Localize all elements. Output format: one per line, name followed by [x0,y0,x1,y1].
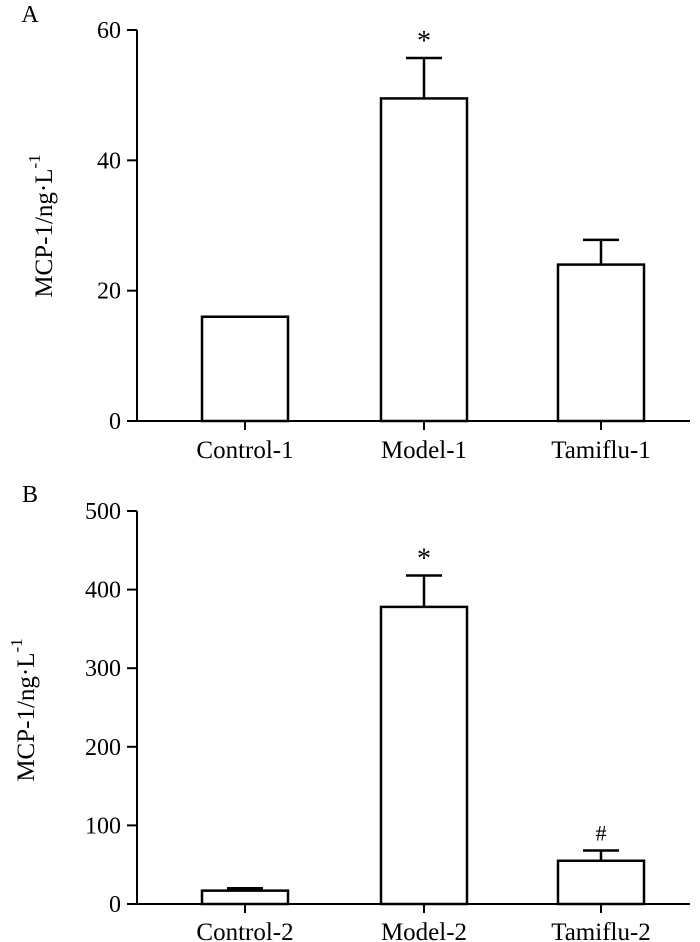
y-tick-label: 400 [85,578,121,604]
y-tick-label: 40 [97,148,121,174]
y-tick-label: 100 [85,813,121,839]
category-label: Tamiflu-1 [551,437,651,464]
y-axis-label: MCP-1/ng·L-1 [7,638,40,781]
bar [556,859,646,906]
bar [379,605,469,906]
bar [379,97,469,423]
y-tick-label: 0 [109,892,121,918]
significance-mark: * [417,26,431,57]
y-tick-label: 500 [85,499,121,525]
category-label: Control-1 [196,437,293,464]
chart-panel-a: 0 20 40 60 Control-1 * Model-1 Tamiflu-1 A MCP-1/… [21,2,690,464]
y-tick-label: 200 [85,735,121,761]
category-label: Tamiflu-2 [551,919,651,942]
panel-letter: B [22,482,38,508]
y-axis-label: MCP-1/ng·L-1 [25,154,58,297]
significance-mark: * [417,543,431,574]
bar [200,889,290,906]
bar [556,263,646,423]
chart-panel-b: 0 100 200 300 400 500 Control-2 * Model-2 # Tamifl… [7,482,690,942]
category-label: Model-2 [381,919,467,942]
category-label: Control-2 [196,919,293,942]
y-tick-label: 60 [97,18,121,44]
panel-letter: A [21,2,39,28]
bar [200,315,290,423]
y-tick-label: 0 [109,409,121,435]
y-tick-label: 300 [85,656,121,682]
significance-mark: # [596,821,607,846]
y-tick-label: 20 [97,279,121,305]
category-label: Model-1 [381,437,467,464]
